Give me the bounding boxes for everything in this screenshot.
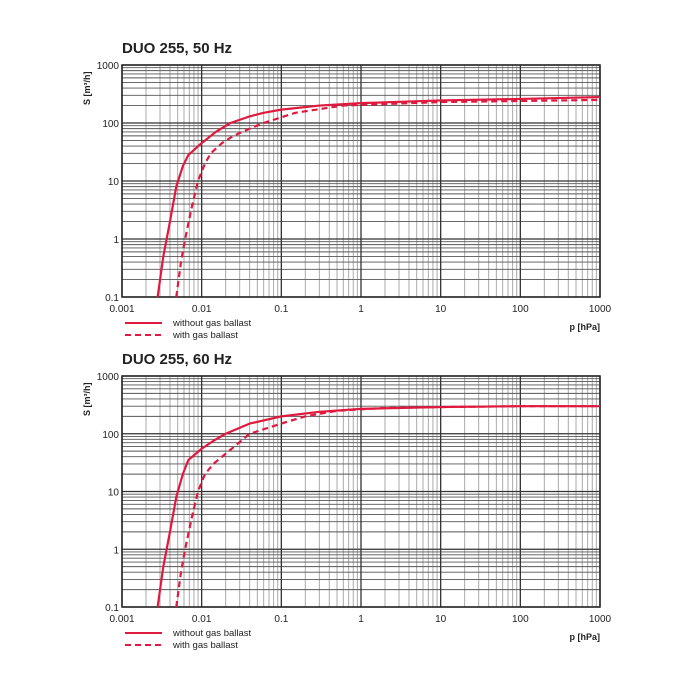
x-tick-label: 0.01 [192,614,212,625]
x-tick-label: 100 [512,614,529,625]
series-line-without-gas-ballast [156,95,601,298]
legend-label: without gas ballast [172,318,252,329]
y-tick-label: 0.1 [105,293,119,304]
x-tick-label: 0.001 [109,304,134,315]
x-tick-label: 0.01 [192,304,212,315]
x-tick-label: 1000 [589,304,612,315]
x-tick-label: 1 [358,304,364,315]
chart-2: DUO 255, 60 Hz 0.001 0.01 0.1 1 10 100 1000 0.1 1… [82,351,612,651]
x-tick-label: 10 [435,304,447,315]
x-axis-label: p [hPa] [570,632,601,642]
legend-label: without gas ballast [172,628,252,639]
x-axis-label: p [hPa] [570,322,601,332]
y-tick-label: 0.1 [105,603,119,614]
y-axis-label: S [m³/h] [82,72,92,106]
y-tick-label: 1 [113,545,119,556]
y-tick-label: 100 [102,430,119,441]
legend-label: with gas ballast [172,640,238,651]
x-tick-label: 100 [512,304,529,315]
x-tick-label: 10 [435,614,447,625]
legend-label: with gas ballast [172,330,238,341]
x-tick-label: 0.1 [274,304,288,315]
y-axis-label: S [m³/h] [82,383,92,417]
y-tick-label: 1000 [97,61,120,72]
x-tick-label: 0.1 [274,614,288,625]
chart-title: DUO 255, 50 Hz [122,40,232,57]
y-tick-label: 100 [102,119,119,130]
chart-title: DUO 255, 60 Hz [122,351,232,368]
y-tick-label: 1000 [97,372,120,383]
y-tick-label: 10 [108,177,120,188]
plot-frame [121,64,601,298]
series-line-with-gas-ballast [175,405,600,608]
series-line-with-gas-ballast [175,98,601,298]
x-tick-label: 1000 [589,614,612,625]
chart-1: DUO 255, 50 Hz 0.001 0.01 0.1 1 10 100 1000 0.1 1… [82,40,612,341]
plot-frame [121,375,601,608]
y-tick-label: 10 [108,488,120,499]
x-tick-label: 0.001 [109,614,134,625]
x-tick-label: 1 [358,614,364,625]
y-tick-label: 1 [113,235,119,246]
